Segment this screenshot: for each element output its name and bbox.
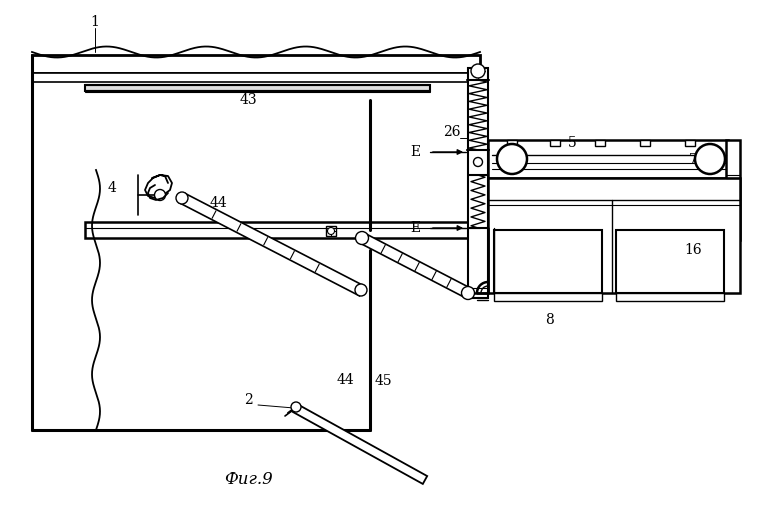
Bar [85,85,430,91]
Bar [685,140,695,146]
Bar [595,140,605,146]
Text: 1: 1 [90,15,99,29]
Text: 7: 7 [689,153,697,167]
Text: 44: 44 [336,373,354,387]
Text: 16: 16 [684,243,702,257]
Circle shape [462,286,474,300]
Text: 45: 45 [374,374,392,388]
Polygon shape [292,404,427,484]
Text: 2: 2 [243,393,253,407]
Circle shape [328,228,335,234]
Bar [494,293,602,301]
Polygon shape [360,233,470,298]
Text: 44: 44 [209,196,227,210]
Text: 4: 4 [108,181,116,195]
Text: E: E [410,145,420,159]
Text: Фиг.9: Фиг.9 [224,472,272,489]
Bar [32,55,480,73]
Circle shape [473,158,483,166]
Bar [616,293,724,301]
Bar [488,140,728,178]
Bar [726,140,740,240]
Text: 8: 8 [546,313,555,327]
Circle shape [497,144,527,174]
Bar [616,230,724,293]
Bar [550,140,560,146]
Circle shape [176,192,188,204]
Circle shape [356,232,368,245]
Bar [494,230,602,293]
Text: 43: 43 [239,93,257,107]
Bar [640,140,650,146]
Circle shape [154,190,165,200]
Bar [507,140,517,146]
Circle shape [471,64,485,78]
Bar [85,222,480,238]
Circle shape [355,284,367,296]
Bar [326,226,336,236]
Text: 5: 5 [568,136,576,150]
Text: 26: 26 [443,125,461,139]
Circle shape [695,144,725,174]
Bar [488,178,740,293]
Polygon shape [179,193,364,296]
Bar [468,68,488,298]
Text: E: E [410,221,420,235]
Circle shape [291,402,301,412]
Bar [32,73,480,82]
